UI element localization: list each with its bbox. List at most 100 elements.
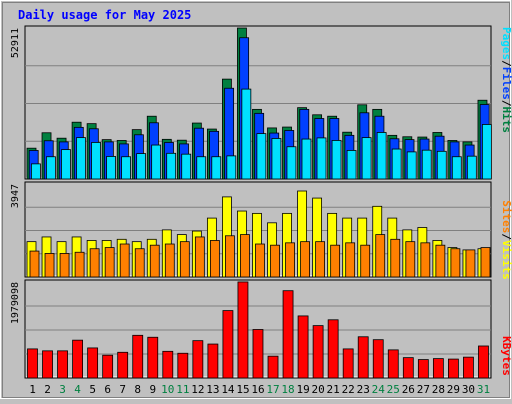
- bar-sites-day-27: [420, 242, 431, 278]
- outer-frame-shadow: [2, 2, 510, 398]
- bar-sites-day-5: [89, 248, 100, 278]
- bar-kbytes-day-16: [252, 329, 264, 379]
- bar-pages-day-20: [316, 137, 327, 180]
- bar-sites-day-31: [480, 247, 491, 278]
- bar-sites-day-29: [450, 248, 461, 278]
- bar-pages-day-28: [436, 150, 447, 180]
- bar-sites-day-24: [375, 234, 386, 278]
- bar-pages-day-22: [346, 150, 357, 180]
- bar-pages-day-6: [106, 156, 116, 180]
- bar-kbytes-day-27: [417, 359, 429, 379]
- bar-sites-day-12: [194, 236, 205, 278]
- panel-kbytes: 1979098: [10, 279, 492, 379]
- bar-sites-day-2: [44, 253, 55, 278]
- bar-sites-day-17: [270, 244, 280, 278]
- bar-sites-day-15: [240, 234, 250, 278]
- bar-kbytes-day-3: [57, 350, 68, 379]
- chart-title: Daily usage for May 2025: [18, 8, 191, 22]
- bar-pages-day-10: [166, 152, 177, 180]
- bar-sites-day-13: [209, 240, 220, 278]
- legend-visits-sites: Sites/Visits: [500, 200, 512, 280]
- legend-hits-files-pages: Pages/Files/Hits: [500, 27, 512, 133]
- bar-kbytes-day-18: [282, 290, 294, 379]
- day-label-3: 3: [59, 383, 66, 396]
- legend-kbytes: KBytes: [500, 336, 512, 376]
- bar-sites-day-4: [74, 251, 85, 278]
- bar-pages-day-3: [61, 149, 71, 180]
- day-label-22: 22: [342, 383, 355, 396]
- day-label-26: 26: [402, 383, 415, 396]
- day-label-28: 28: [432, 383, 445, 396]
- bar-sites-day-25: [390, 238, 401, 278]
- day-label-2: 2: [44, 383, 51, 396]
- bar-pages-day-19: [301, 138, 312, 180]
- bar-kbytes-day-10: [162, 350, 174, 379]
- day-label-31: 31: [477, 383, 490, 396]
- bar-pages-day-14: [226, 155, 237, 180]
- bar-pages-day-25: [391, 148, 402, 180]
- day-label-1: 1: [29, 383, 36, 396]
- day-label-11: 11: [176, 383, 189, 396]
- bar-kbytes-day-29: [447, 358, 459, 379]
- day-label-21: 21: [327, 383, 340, 396]
- panel-visits-sites: 3947: [10, 181, 492, 278]
- bar-sites-day-28: [435, 244, 446, 278]
- bar-sites-day-19: [300, 241, 310, 278]
- day-label-5: 5: [89, 383, 96, 396]
- day-label-14: 14: [221, 383, 235, 396]
- bar-pages-day-21: [331, 140, 342, 180]
- day-label-23: 23: [357, 383, 370, 396]
- bar-kbytes-day-1: [27, 348, 38, 379]
- bar-kbytes-day-4: [72, 339, 83, 379]
- bar-kbytes-day-24: [372, 339, 384, 379]
- bar-sites-day-14: [225, 235, 235, 278]
- day-label-10: 10: [161, 383, 174, 396]
- day-label-7: 7: [119, 383, 126, 396]
- bar-sites-day-8: [134, 248, 145, 278]
- bar-kbytes-day-30: [463, 356, 474, 379]
- bar-pages-day-24: [376, 132, 387, 180]
- day-label-4: 4: [74, 383, 81, 396]
- bar-sites-day-10: [164, 243, 175, 278]
- bar-kbytes-day-20: [312, 325, 324, 379]
- bar-kbytes-day-2: [42, 350, 53, 379]
- bar-pages-day-13: [211, 156, 222, 180]
- bar-kbytes-day-31: [478, 345, 489, 379]
- day-label-9: 9: [149, 383, 156, 396]
- bar-kbytes-day-5: [87, 347, 99, 379]
- bar-sites-day-7: [119, 243, 130, 278]
- bar-sites-day-16: [255, 243, 265, 278]
- day-label-18: 18: [281, 383, 294, 396]
- day-label-13: 13: [206, 383, 219, 396]
- bar-kbytes-day-17: [267, 355, 279, 379]
- bar-sites-day-3: [59, 253, 70, 278]
- bar-pages-day-23: [361, 137, 372, 180]
- bar-pages-day-27: [421, 149, 432, 180]
- bar-sites-day-26: [405, 241, 416, 278]
- bar-pages-day-7: [121, 156, 131, 180]
- bar-pages-day-18: [286, 146, 297, 180]
- bar-kbytes-day-22: [342, 348, 354, 379]
- panel-hits-files-pages: 52911: [10, 25, 492, 180]
- bar-pages-day-11: [181, 153, 192, 180]
- bar-kbytes-day-28: [432, 358, 444, 379]
- bar-kbytes-day-26: [402, 357, 414, 379]
- bar-kbytes-day-25: [387, 349, 399, 379]
- bar-pages-day-1: [30, 163, 41, 180]
- bar-kbytes-day-13: [207, 343, 219, 379]
- bar-pages-day-15: [241, 88, 252, 180]
- bar-kbytes-day-14: [222, 310, 234, 379]
- bar-pages-day-17: [271, 138, 282, 180]
- day-label-25: 25: [387, 383, 400, 396]
- bar-kbytes-day-8: [132, 334, 144, 379]
- bar-pages-day-9: [151, 144, 162, 180]
- bar-sites-day-20: [315, 241, 326, 278]
- bar-sites-day-21: [330, 244, 341, 278]
- bar-pages-day-26: [406, 151, 417, 180]
- day-label-29: 29: [447, 383, 460, 396]
- bar-pages-day-4: [76, 137, 86, 180]
- bar-sites-day-1: [29, 250, 40, 278]
